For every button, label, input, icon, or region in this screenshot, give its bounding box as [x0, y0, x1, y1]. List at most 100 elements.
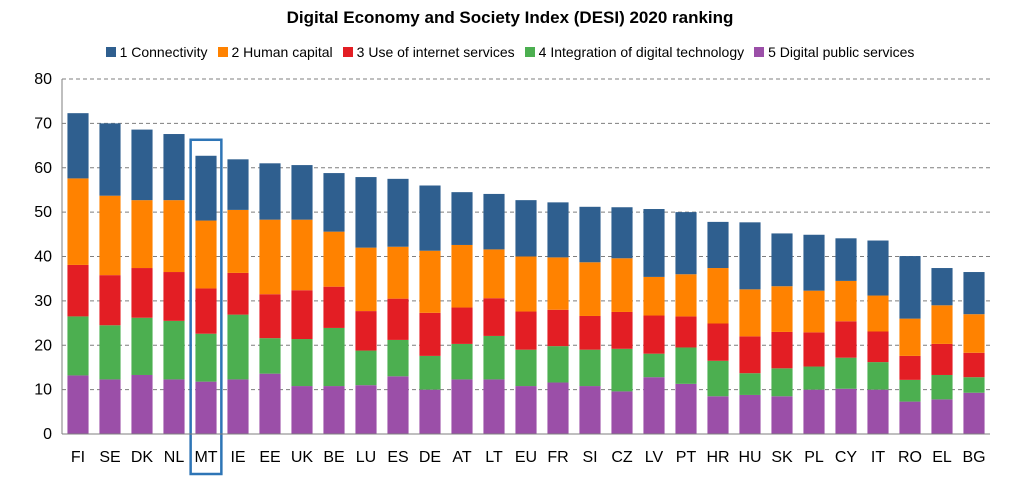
bar-segment [259, 219, 281, 295]
bar-segment [899, 401, 921, 434]
bar-segment [387, 246, 409, 299]
bar-segment [227, 209, 249, 273]
bar-segment [643, 209, 665, 277]
bar-segment [323, 231, 345, 287]
bar-segment [931, 399, 953, 434]
bar-segment [451, 307, 473, 344]
bar-segment [131, 129, 153, 201]
x-tick-label: DK [131, 449, 154, 466]
bar-segment [739, 394, 761, 434]
bar-segment [579, 349, 601, 387]
bar-segment [451, 244, 473, 308]
y-tick-label: 80 [34, 71, 52, 88]
bar-segment [99, 325, 121, 380]
bar-segment [547, 257, 569, 310]
bar-segment [227, 379, 249, 434]
legend: 1 Connectivity 2 Human capital 3 Use of in… [0, 44, 1020, 60]
legend-label: 1 Connectivity [119, 44, 208, 60]
x-tick-label: BE [323, 449, 344, 466]
bar-segment [547, 382, 569, 434]
bar-segment [259, 373, 281, 434]
bar-segment [771, 233, 793, 287]
bar-segment [227, 159, 249, 210]
bar-segment [611, 258, 633, 312]
bar-segment [835, 357, 857, 389]
bar-segment [67, 264, 89, 317]
y-tick-label: 10 [34, 382, 52, 399]
bar-segment [323, 286, 345, 328]
bar-segment [547, 346, 569, 383]
bar-segment [803, 290, 825, 333]
bar-segment [867, 389, 889, 434]
bar-segment [99, 195, 121, 276]
bar-segment [355, 311, 377, 351]
bar-segment [483, 379, 505, 434]
bar-segment [163, 379, 185, 434]
legend-swatch [105, 47, 116, 57]
bar-segment [259, 163, 281, 220]
bar-segment [99, 123, 121, 196]
bar-segment [355, 350, 377, 386]
bar-segment [739, 222, 761, 290]
bar-segment [675, 212, 697, 275]
bar-segment [835, 280, 857, 322]
bar-segment [611, 391, 633, 434]
bar-segment [355, 385, 377, 434]
x-tick-label: UK [291, 449, 314, 466]
bar-segment [67, 375, 89, 434]
x-tick-label: FR [547, 449, 568, 466]
bar-segment [451, 343, 473, 380]
bar-segment [483, 249, 505, 299]
bar-segment [67, 316, 89, 376]
bar-segment [67, 113, 89, 179]
y-tick-label: 0 [43, 426, 52, 443]
bar-segment [867, 362, 889, 390]
bar-segment [131, 374, 153, 434]
bar-segment [899, 379, 921, 402]
bar-segment [259, 338, 281, 374]
bar-segment [419, 389, 441, 434]
x-tick-label: PL [804, 449, 824, 466]
bar-segment [323, 327, 345, 387]
x-tick-label: SK [771, 449, 793, 466]
bar-segment [483, 193, 505, 250]
bar-segment [419, 355, 441, 390]
bar-segment [771, 331, 793, 369]
bar-segment [547, 202, 569, 258]
bar-segment [99, 379, 121, 434]
bar-segment [387, 339, 409, 377]
bar-segment [99, 275, 121, 326]
bar-segment [419, 250, 441, 313]
bar-segment [163, 272, 185, 321]
bar-segment [867, 331, 889, 363]
legend-item: 3 Use of internet services [342, 44, 515, 60]
highlight-box [189, 138, 223, 476]
bar-segment [195, 220, 217, 289]
legend-swatch [524, 47, 535, 57]
legend-swatch [217, 47, 228, 57]
y-tick-label: 40 [34, 249, 52, 266]
bar-segment [643, 276, 665, 316]
x-tick-label: SI [582, 449, 597, 466]
bar-segment [227, 314, 249, 380]
legend-label: 3 Use of internet services [356, 44, 515, 60]
bar-segment [419, 312, 441, 356]
x-tick-label: IE [230, 449, 245, 466]
x-tick-label: LU [356, 449, 376, 466]
x-tick-label: LV [645, 449, 664, 466]
bar-segment [707, 396, 729, 434]
bar-segment [867, 240, 889, 296]
bar-segment [579, 315, 601, 350]
bar-segment [323, 386, 345, 434]
bar-segment [387, 376, 409, 434]
x-tick-label: HR [706, 449, 729, 466]
bar-segment [771, 396, 793, 434]
bar-segment [899, 355, 921, 380]
bar-segment [227, 272, 249, 315]
x-tick-label: EL [932, 449, 952, 466]
bar-segment [739, 373, 761, 395]
x-tick-label: AT [452, 449, 471, 466]
x-tick-label: NL [164, 449, 185, 466]
